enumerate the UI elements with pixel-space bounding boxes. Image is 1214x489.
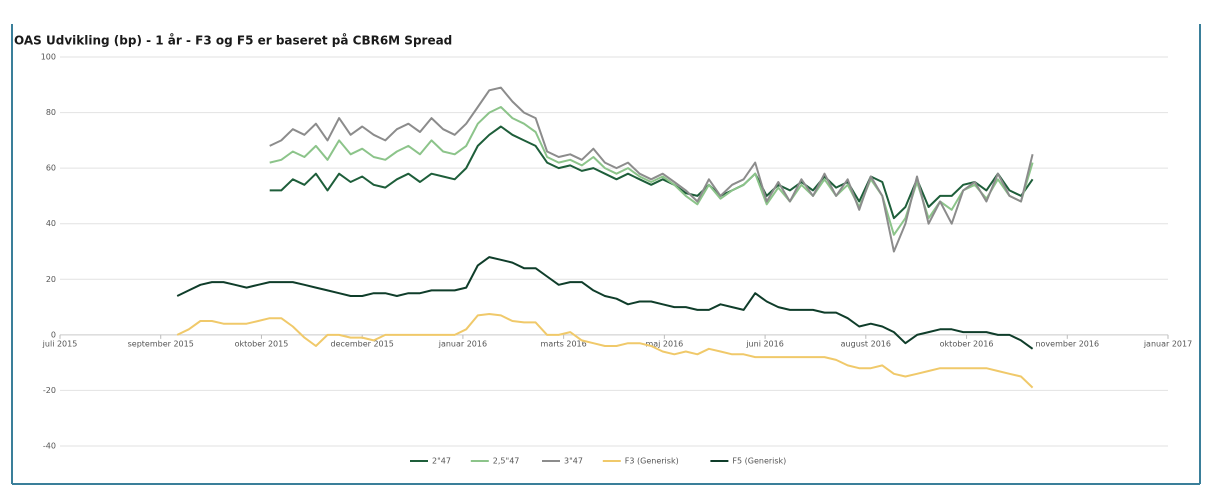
legend-label: 2"47	[432, 457, 451, 466]
y-tick-label: 20	[46, 275, 56, 284]
x-tick-label: november 2016	[1035, 339, 1099, 348]
chart-title: OAS Udvikling (bp) - 1 år - F3 og F5 er …	[14, 34, 452, 48]
x-tick-label: januar 2017	[1143, 339, 1192, 348]
y-tick-label: -20	[43, 386, 56, 395]
series-line	[269, 106, 1034, 236]
series-line	[176, 313, 1034, 389]
x-tick-label: oktober 2016	[940, 339, 994, 348]
x-tick-label: marts 2016	[541, 339, 587, 348]
y-tick-label: -40	[43, 442, 56, 451]
y-tick-label: 0	[51, 330, 56, 339]
x-tick-label: januar 2016	[438, 339, 487, 348]
x-tick-label: maj 2016	[645, 339, 683, 348]
series-line	[269, 86, 1034, 253]
y-tick-label: 100	[41, 53, 56, 62]
legend-label: F5 (Generisk)	[732, 457, 786, 466]
legend-label: 2,5"47	[493, 457, 520, 466]
series-line	[269, 125, 1034, 220]
x-tick-label: juli 2015	[42, 339, 78, 348]
legend-label: F3 (Generisk)	[625, 457, 679, 466]
y-tick-label: 80	[46, 108, 56, 117]
card-border	[11, 24, 1201, 485]
legend-label: 3"47	[564, 457, 583, 466]
x-tick-label: august 2016	[841, 339, 891, 348]
x-tick-label: december 2015	[331, 339, 394, 348]
x-tick-label: juni 2016	[745, 339, 784, 348]
x-tick-label: september 2015	[128, 339, 194, 348]
x-tick-label: oktober 2015	[235, 339, 289, 348]
y-tick-label: 40	[46, 219, 56, 228]
series-line	[176, 256, 1034, 350]
y-tick-label: 60	[46, 164, 56, 173]
